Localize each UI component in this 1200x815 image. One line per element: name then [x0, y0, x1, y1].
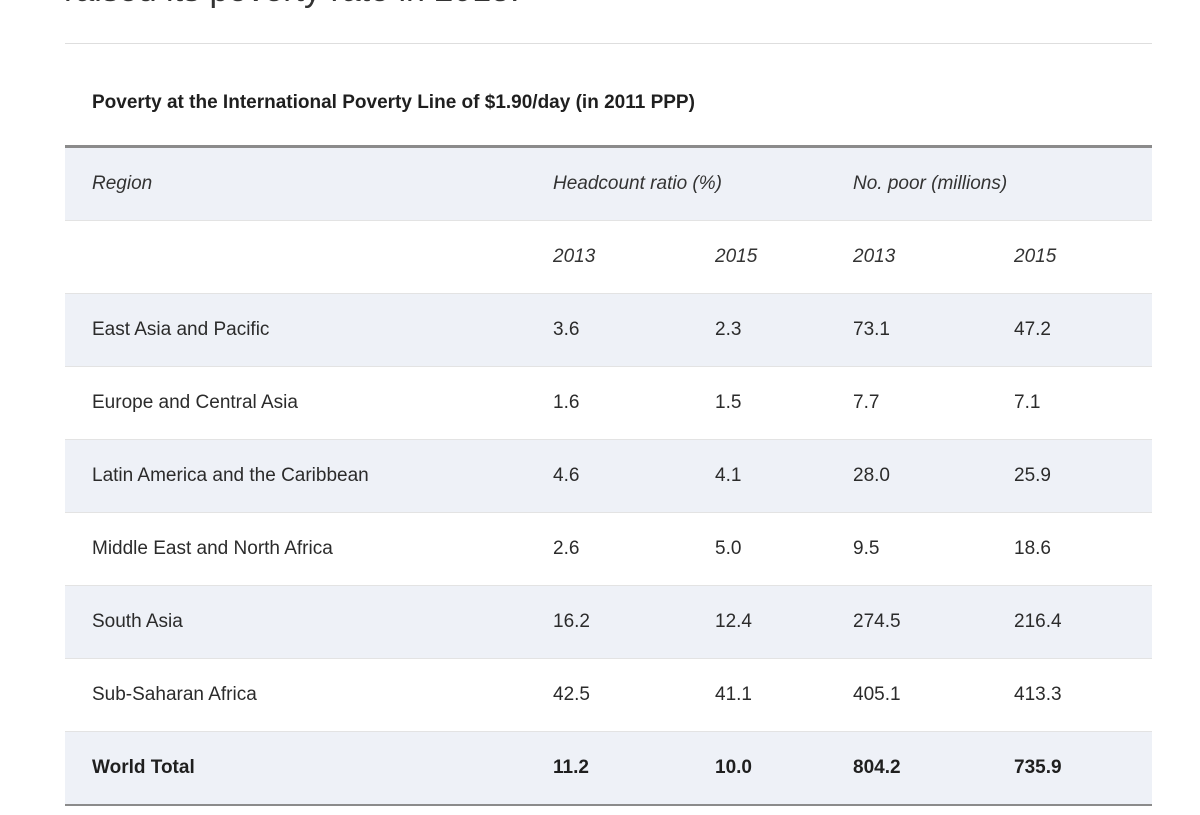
- year-header: 2013: [553, 220, 715, 294]
- value-cell: 1.5: [715, 366, 853, 440]
- value-cell: 7.1: [1014, 366, 1152, 440]
- total-row: World Total 11.2 10.0 804.2 735.9: [65, 731, 1152, 806]
- value-cell: 3.6: [553, 293, 715, 367]
- value-cell: 4.1: [715, 439, 853, 513]
- value-cell: 5.0: [715, 512, 853, 586]
- value-cell: 9.5: [853, 512, 1014, 586]
- region-cell: Latin America and the Caribbean: [65, 439, 553, 513]
- value-cell: 25.9: [1014, 439, 1152, 513]
- value-cell: 405.1: [853, 658, 1014, 732]
- total-label: World Total: [65, 731, 553, 806]
- total-value: 804.2: [853, 731, 1014, 806]
- year-header: 2013: [853, 220, 1014, 294]
- region-cell: Sub-Saharan Africa: [65, 658, 553, 732]
- region-cell: Middle East and North Africa: [65, 512, 553, 586]
- column-header-blank: [65, 220, 553, 294]
- value-cell: 18.6: [1014, 512, 1152, 586]
- divider: [65, 43, 1152, 44]
- value-cell: 47.2: [1014, 293, 1152, 367]
- column-header-region: Region: [65, 145, 553, 221]
- value-cell: 216.4: [1014, 585, 1152, 659]
- table-row: East Asia and Pacific 3.6 2.3 73.1 47.2: [65, 293, 1152, 367]
- column-header-poor: No. poor (millions): [853, 145, 1152, 221]
- value-cell: 73.1: [853, 293, 1014, 367]
- total-value: 11.2: [553, 731, 715, 806]
- value-cell: 2.6: [553, 512, 715, 586]
- value-cell: 274.5: [853, 585, 1014, 659]
- year-header-row: 2013 2015 2013 2015: [65, 220, 1152, 294]
- total-value: 10.0: [715, 731, 853, 806]
- partial-heading: raised its poverty rate in 2015.: [64, 0, 519, 10]
- table-row: Latin America and the Caribbean 4.6 4.1 …: [65, 439, 1152, 513]
- value-cell: 7.7: [853, 366, 1014, 440]
- value-cell: 413.3: [1014, 658, 1152, 732]
- year-header: 2015: [1014, 220, 1152, 294]
- value-cell: 12.4: [715, 585, 853, 659]
- table-row: Middle East and North Africa 2.6 5.0 9.5…: [65, 512, 1152, 586]
- year-header: 2015: [715, 220, 853, 294]
- value-cell: 42.5: [553, 658, 715, 732]
- value-cell: 4.6: [553, 439, 715, 513]
- value-cell: 28.0: [853, 439, 1014, 513]
- table-row: South Asia 16.2 12.4 274.5 216.4: [65, 585, 1152, 659]
- header-row: Region Headcount ratio (%) No. poor (mil…: [65, 145, 1152, 221]
- column-header-headcount: Headcount ratio (%): [553, 145, 853, 221]
- poverty-table: Region Headcount ratio (%) No. poor (mil…: [65, 145, 1152, 806]
- table-title: Poverty at the International Poverty Lin…: [92, 92, 695, 113]
- region-cell: South Asia: [65, 585, 553, 659]
- region-cell: East Asia and Pacific: [65, 293, 553, 367]
- table-row: Europe and Central Asia 1.6 1.5 7.7 7.1: [65, 366, 1152, 440]
- value-cell: 2.3: [715, 293, 853, 367]
- value-cell: 41.1: [715, 658, 853, 732]
- region-cell: Europe and Central Asia: [65, 366, 553, 440]
- value-cell: 1.6: [553, 366, 715, 440]
- value-cell: 16.2: [553, 585, 715, 659]
- table-row: Sub-Saharan Africa 42.5 41.1 405.1 413.3: [65, 658, 1152, 732]
- total-value: 735.9: [1014, 731, 1152, 806]
